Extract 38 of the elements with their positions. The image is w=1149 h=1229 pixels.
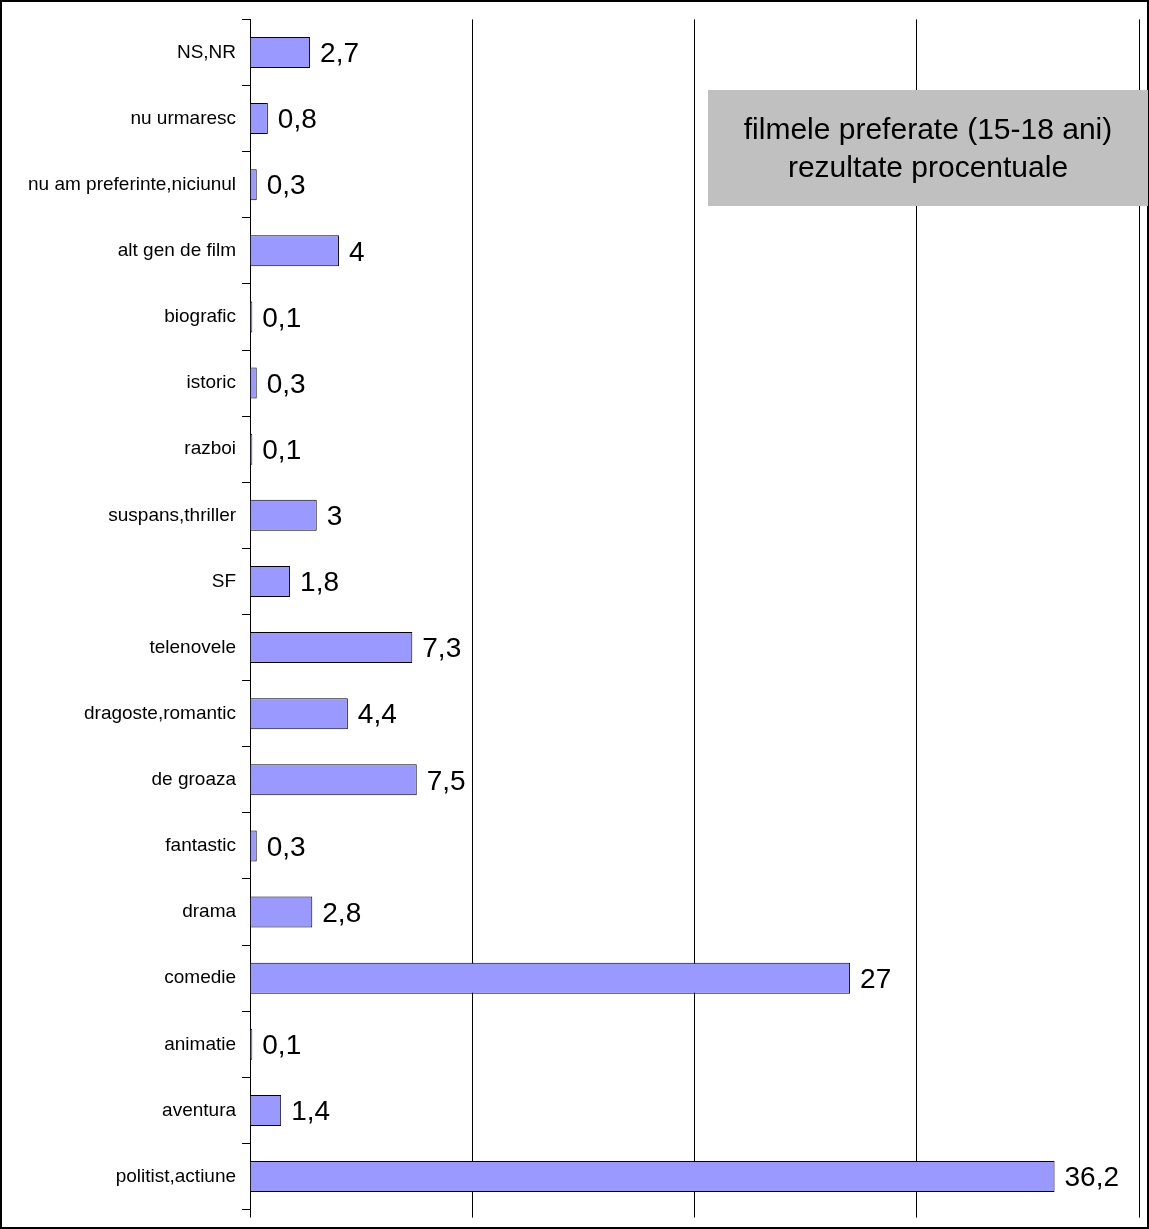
y-tick-label: suspans,thriller (108, 503, 237, 525)
y-tick-label: aventura (162, 1098, 237, 1120)
data-label: 4,4 (357, 698, 397, 730)
data-label: 0,1 (262, 433, 302, 465)
y-tick-label: animatie (164, 1032, 237, 1054)
data-label: 0,3 (266, 367, 306, 399)
data-label: 7,3 (422, 632, 462, 664)
data-label: 1,8 (300, 566, 339, 598)
y-tick-label: telenovele (149, 635, 237, 657)
data-label: 0,1 (262, 301, 302, 333)
data-label: 4 (348, 235, 365, 267)
data-label: 3 (326, 500, 343, 532)
data-label: 0,3 (266, 169, 306, 201)
y-tick-label: NS,NR (176, 40, 237, 62)
y-tick-label: alt gen de film (117, 239, 237, 261)
y-tick-label: razboi (184, 437, 237, 459)
y-tick-label: comedie (164, 966, 237, 988)
data-label: 27 (860, 962, 892, 994)
data-label: 0,3 (266, 830, 306, 862)
text: rezultate procentuale (786, 149, 1070, 185)
y-tick-label: politist,actiune (115, 1164, 237, 1186)
data-label: 2,7 (320, 37, 359, 69)
y-tick-label: nu urmaresc (130, 106, 237, 128)
data-label: 1,4 (291, 1095, 331, 1127)
data-label: 36,2 (1064, 1161, 1120, 1193)
y-tick-label: istoric (186, 371, 237, 393)
y-tick-label: dragoste,romantic (83, 701, 237, 723)
y-tick-label: drama (182, 900, 237, 922)
data-label: 2,8 (322, 896, 362, 928)
y-tick-label: biografic (164, 305, 237, 327)
data-label: 0,8 (277, 103, 317, 135)
data-label: 0,1 (262, 1029, 302, 1061)
y-tick-label: de groaza (151, 768, 237, 790)
y-tick-label: nu am preferinte,niciunul (27, 172, 237, 194)
data-label: 7,5 (426, 764, 466, 796)
text: filmele preferate (15-18 ani) (742, 111, 1114, 147)
y-tick-label: fantastic (165, 834, 237, 856)
y-tick-label: SF (211, 569, 237, 591)
